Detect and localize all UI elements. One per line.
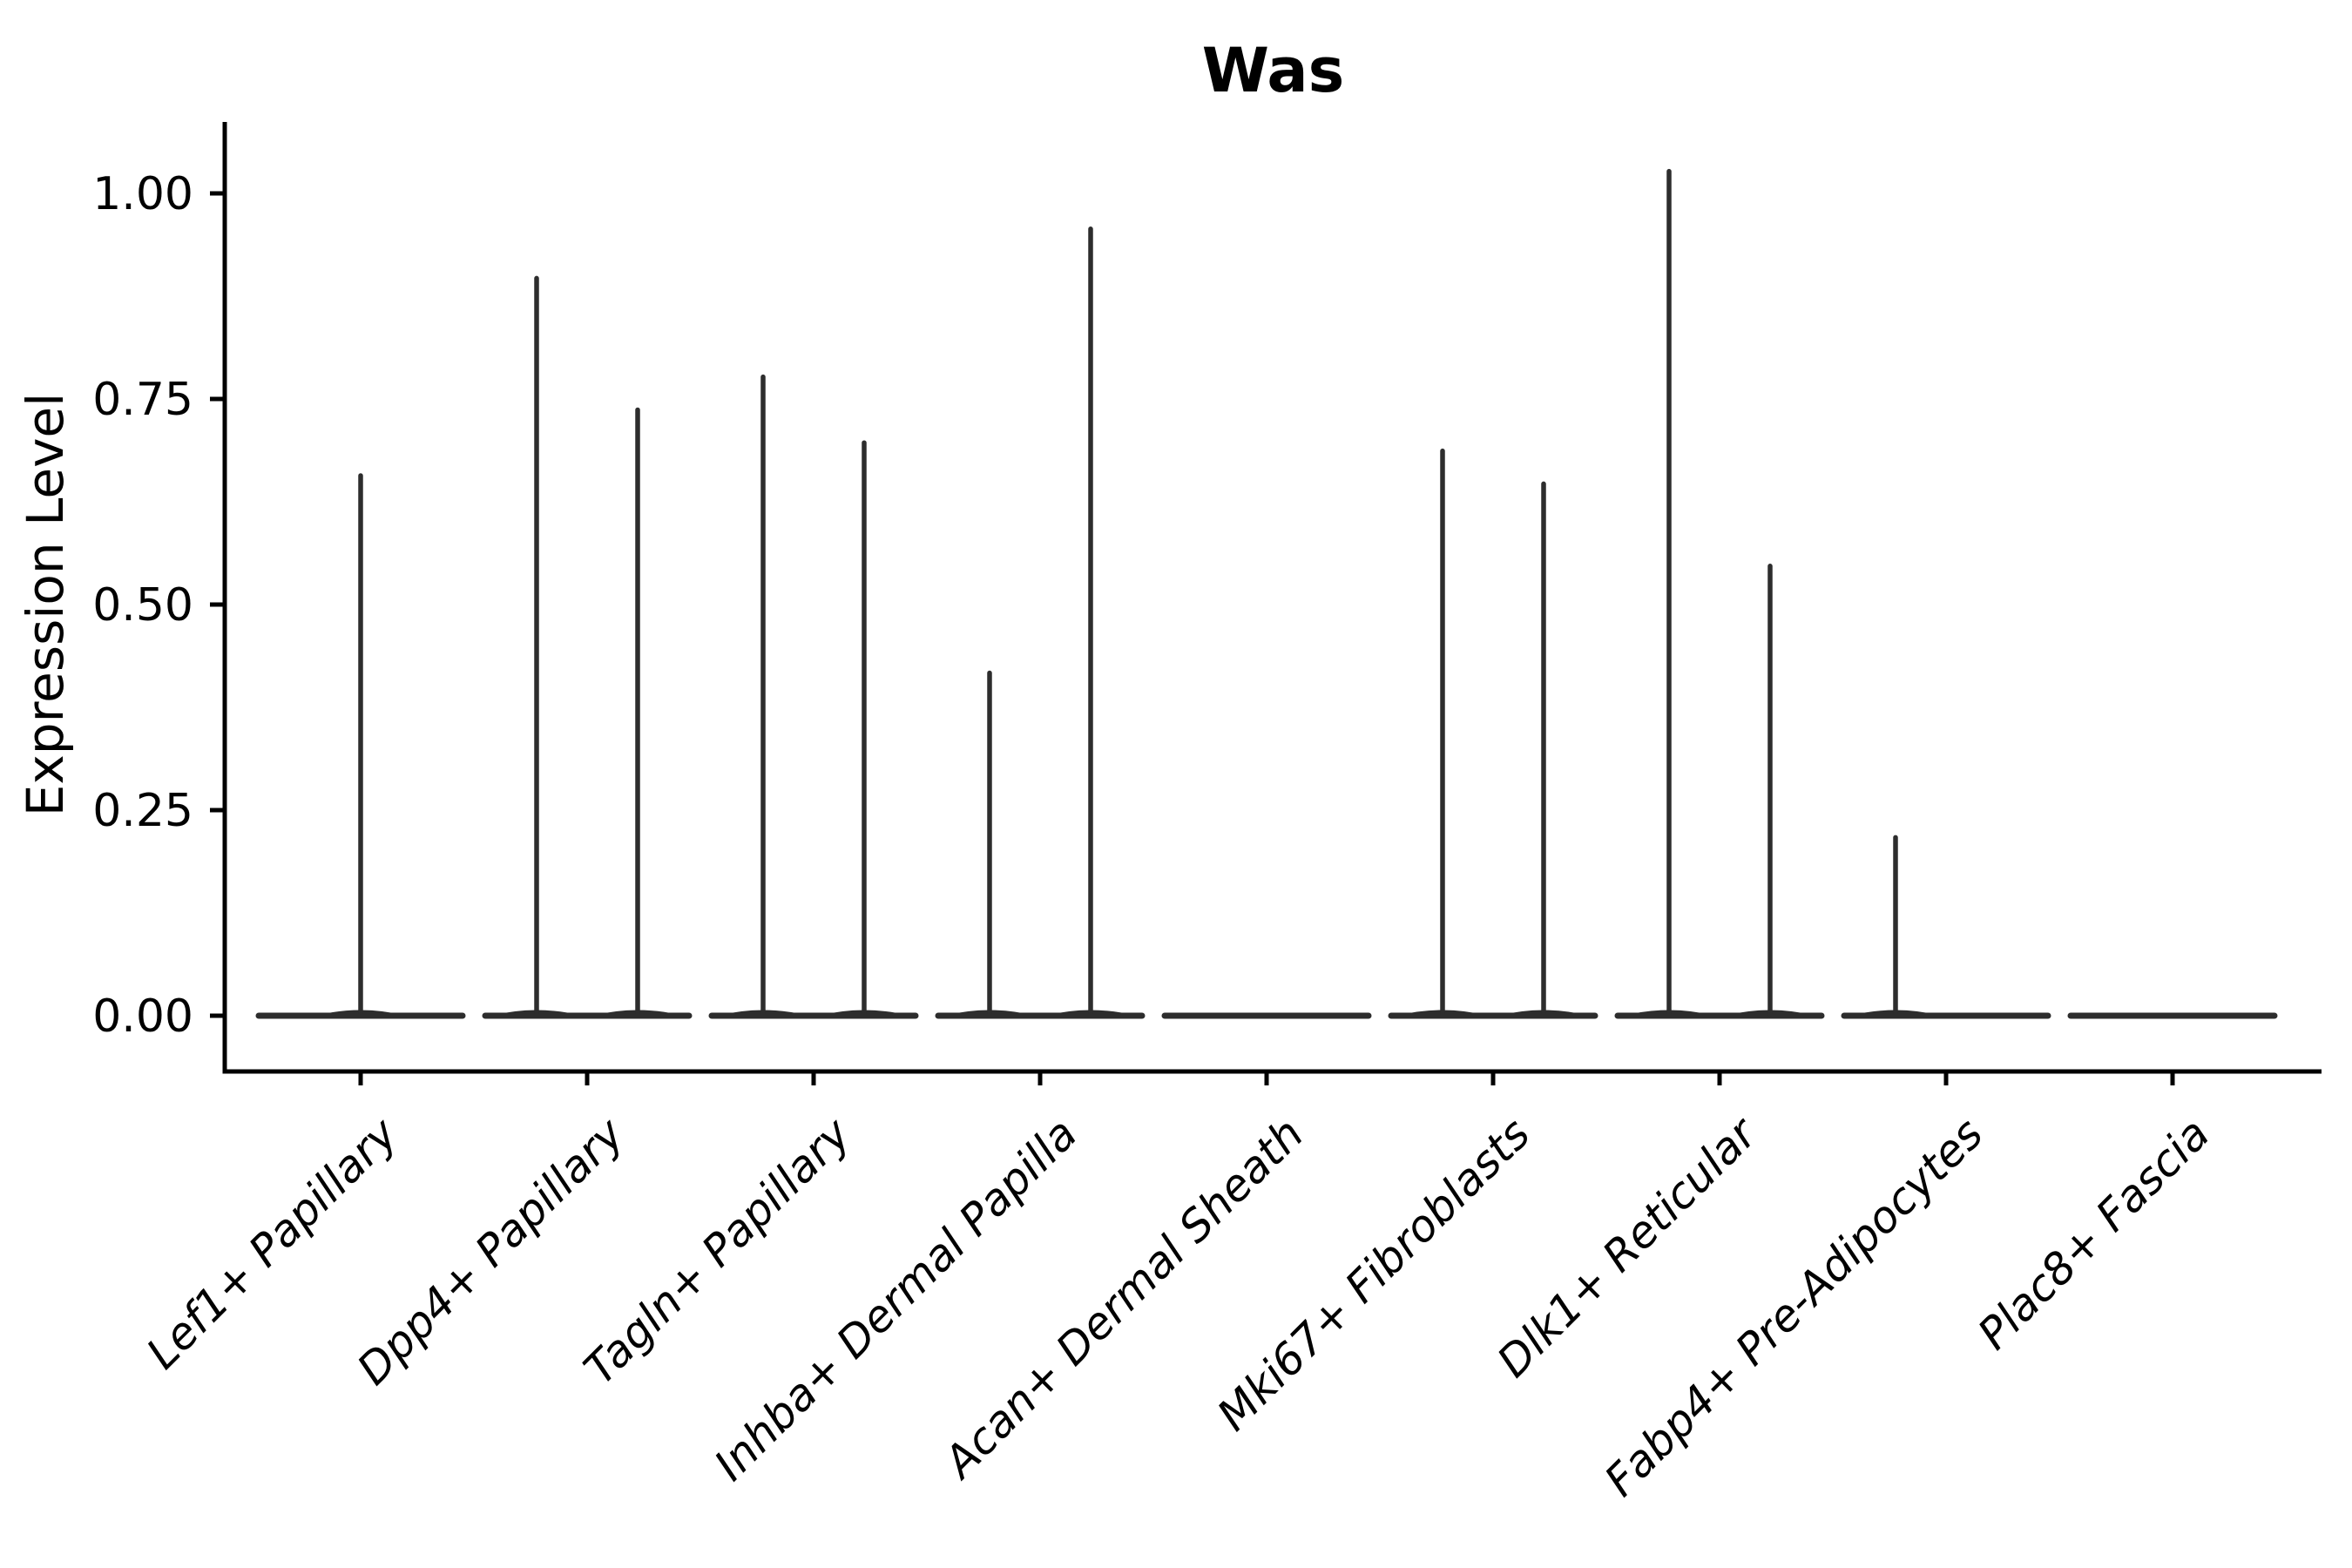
x-tick-label: Fabp4+ Pre-Adipocytes bbox=[1595, 1108, 1993, 1506]
y-tick-label: 0.00 bbox=[92, 990, 193, 1043]
y-tick-label: 1.00 bbox=[92, 168, 193, 220]
x-tick-label: Acan+ Dermal Sheath bbox=[933, 1108, 1314, 1489]
x-tick-label: Inhba+ Dermal Papilla bbox=[705, 1108, 1086, 1490]
x-tick-label: Plac8+ Fascia bbox=[1969, 1108, 2220, 1359]
plot-title: Was bbox=[1202, 35, 1345, 106]
y-tick-label: 0.75 bbox=[92, 374, 193, 426]
y-tick-label: 0.50 bbox=[92, 579, 193, 632]
y-axis-label: Expression Level bbox=[16, 393, 75, 816]
y-tick-label: 0.25 bbox=[92, 785, 193, 837]
